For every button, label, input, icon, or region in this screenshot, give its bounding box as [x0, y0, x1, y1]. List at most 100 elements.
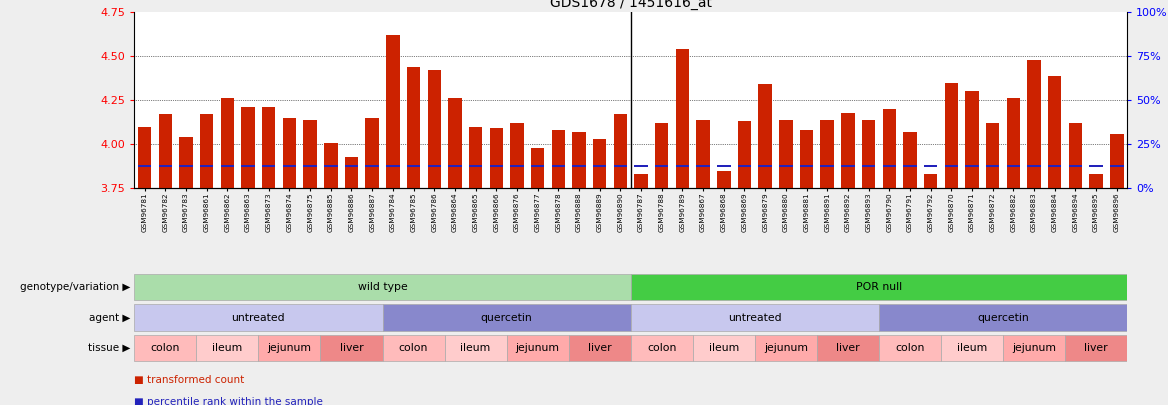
Bar [406, 164, 420, 167]
Bar [283, 164, 297, 167]
Text: untreated: untreated [231, 313, 285, 322]
Bar [800, 164, 813, 167]
Text: wild type: wild type [357, 282, 408, 292]
Bar [631, 305, 878, 330]
Bar [200, 164, 214, 167]
Bar [196, 335, 258, 361]
Bar [593, 164, 606, 167]
Bar [366, 164, 378, 167]
Bar [1069, 164, 1082, 167]
Bar [382, 305, 631, 330]
Text: ileum: ileum [957, 343, 987, 353]
Bar [986, 164, 1000, 167]
Bar [1110, 134, 1124, 188]
Bar [693, 335, 755, 361]
Bar [242, 164, 255, 167]
Bar [551, 164, 565, 167]
Text: jejunum: jejunum [267, 343, 312, 353]
Bar [221, 164, 234, 167]
Bar [738, 122, 751, 188]
Bar [180, 164, 193, 167]
Bar [878, 305, 1127, 330]
Bar [324, 164, 338, 167]
Bar [572, 132, 585, 188]
Bar [965, 92, 979, 188]
Bar [631, 335, 693, 361]
Bar [387, 164, 399, 167]
Bar [382, 335, 445, 361]
Bar [258, 335, 320, 361]
Bar [878, 335, 941, 361]
Bar [862, 164, 875, 167]
Bar [283, 118, 297, 188]
Text: colon: colon [151, 343, 180, 353]
Bar [676, 164, 689, 167]
Bar [1028, 60, 1041, 188]
Bar [883, 109, 896, 188]
Bar [613, 114, 627, 188]
Bar [200, 114, 214, 188]
Bar [655, 164, 668, 167]
Bar [800, 130, 813, 188]
Bar [406, 67, 420, 188]
Bar [820, 119, 834, 188]
Bar [320, 335, 382, 361]
Bar [366, 118, 378, 188]
Bar [779, 119, 793, 188]
Text: ■ percentile rank within the sample: ■ percentile rank within the sample [134, 397, 324, 405]
Bar [510, 123, 523, 188]
Bar [1007, 164, 1020, 167]
Text: ileum: ileum [709, 343, 739, 353]
Text: ileum: ileum [213, 343, 243, 353]
Bar [262, 164, 276, 167]
Bar [758, 84, 772, 188]
Text: POR null: POR null [856, 282, 902, 292]
Bar [468, 164, 482, 167]
Text: colon: colon [895, 343, 925, 353]
Bar [572, 164, 585, 167]
Text: colon: colon [398, 343, 429, 353]
Bar [304, 119, 317, 188]
Bar [489, 128, 503, 188]
Bar [1048, 76, 1062, 188]
Bar [1090, 174, 1103, 188]
Text: colon: colon [647, 343, 676, 353]
Bar [593, 139, 606, 188]
Bar [180, 137, 193, 188]
Bar [717, 171, 730, 188]
Bar [634, 174, 648, 188]
Bar [631, 274, 1127, 300]
Bar [758, 164, 772, 167]
Bar [221, 98, 234, 188]
Bar [965, 164, 979, 167]
Bar [717, 164, 730, 167]
Text: liver: liver [588, 343, 612, 353]
Bar [903, 132, 917, 188]
Bar [324, 143, 338, 188]
Bar [159, 114, 172, 188]
Bar [841, 113, 855, 188]
Text: jejunum: jejunum [764, 343, 808, 353]
Bar [507, 335, 569, 361]
Bar [696, 164, 710, 167]
Bar [841, 164, 855, 167]
Bar [134, 335, 196, 361]
Bar [1028, 164, 1041, 167]
Text: tissue ▶: tissue ▶ [89, 343, 131, 353]
Text: jejunum: jejunum [1011, 343, 1056, 353]
Text: liver: liver [836, 343, 860, 353]
Bar [489, 164, 503, 167]
Bar [903, 164, 917, 167]
Bar [945, 83, 958, 188]
Bar [779, 164, 793, 167]
Bar [242, 107, 255, 188]
Bar [945, 164, 958, 167]
Bar [531, 148, 544, 188]
Bar [883, 164, 896, 167]
Bar [924, 164, 938, 167]
Bar [449, 164, 461, 167]
Text: genotype/variation ▶: genotype/variation ▶ [21, 282, 131, 292]
Bar [531, 164, 544, 167]
Bar [1007, 98, 1020, 188]
Bar [134, 274, 631, 300]
